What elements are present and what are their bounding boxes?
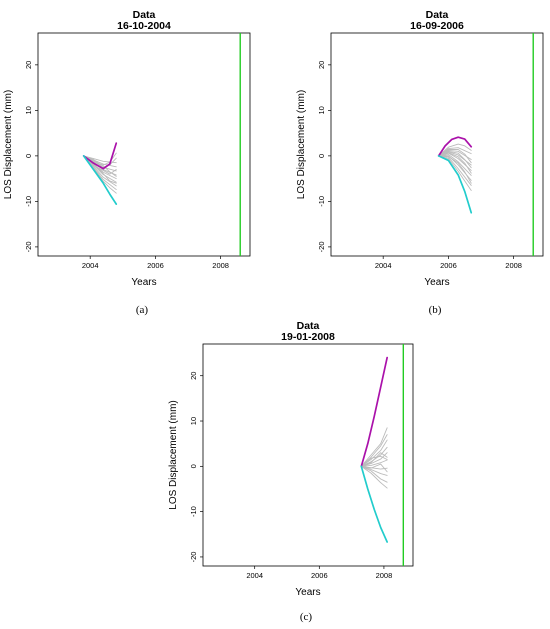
y-tick-label: 20	[24, 61, 33, 69]
sample-series-line	[438, 154, 472, 176]
y-tick-label: 10	[24, 106, 33, 114]
sample-series-line	[438, 155, 472, 186]
x-axis-label: Years	[295, 587, 320, 598]
x-axis-label: Years	[424, 277, 449, 288]
chart-title: Data	[426, 9, 449, 21]
y-axis-label: LOS Displacement (mm)	[168, 400, 179, 509]
chart-title: Data	[133, 9, 156, 21]
plot-frame	[202, 343, 414, 567]
x-tick-label: 2008	[505, 261, 522, 270]
upper-bound-line	[360, 356, 388, 468]
x-tick-label: 2006	[147, 261, 164, 270]
x-tick-label: 2006	[311, 571, 328, 580]
plot-frame	[330, 32, 544, 257]
upper-bound-line	[437, 136, 473, 157]
y-tick-label: -10	[24, 196, 33, 207]
y-tick-label: 20	[189, 372, 198, 380]
chart-subtitle: 16-09-2006	[410, 20, 464, 32]
sample-series-line	[360, 463, 388, 473]
sample-series-line	[438, 155, 472, 184]
upper-bound-line	[82, 142, 118, 170]
sample-series-line	[83, 155, 117, 177]
chart-subtitle: 19-01-2008	[281, 331, 335, 343]
lower-bound-line	[360, 465, 388, 543]
y-axis-label: LOS Displacement (mm)	[296, 90, 307, 199]
y-tick-label: -10	[317, 196, 326, 207]
y-tick-label: 0	[189, 464, 198, 468]
lower-bound-line	[82, 155, 118, 205]
x-axis-label: Years	[131, 277, 156, 288]
y-tick-label: 0	[24, 154, 33, 158]
sample-series-line	[438, 152, 472, 174]
x-tick-label: 2004	[375, 261, 392, 270]
lower-bound-line	[437, 155, 473, 214]
sample-series-line	[438, 150, 472, 169]
panel-caption: (c)	[300, 611, 313, 623]
x-tick-label: 2006	[440, 261, 457, 270]
sample-series-line	[360, 459, 388, 467]
sample-series-line	[360, 465, 388, 483]
y-tick-label: -20	[189, 552, 198, 563]
sample-series-line	[360, 427, 388, 467]
y-tick-label: 0	[317, 154, 326, 158]
x-tick-label: 2008	[376, 571, 393, 580]
sample-series-line	[360, 465, 388, 476]
y-tick-label: -10	[189, 506, 198, 517]
sample-series-line	[360, 465, 388, 489]
sample-series-line	[360, 439, 388, 467]
y-axis-label: LOS Displacement (mm)	[3, 90, 14, 199]
sample-series-line	[360, 452, 388, 467]
chart-subtitle: 16-10-2004	[117, 20, 171, 32]
chart-title: Data	[297, 320, 320, 332]
y-tick-label: 10	[317, 106, 326, 114]
y-tick-label: -20	[24, 241, 33, 252]
sample-series-line	[438, 143, 472, 157]
panel-caption: (a)	[136, 304, 149, 316]
sample-series-line	[438, 149, 472, 164]
panel-caption: (b)	[429, 304, 442, 316]
x-tick-label: 2004	[246, 571, 263, 580]
x-tick-label: 2008	[212, 261, 229, 270]
y-tick-label: -20	[317, 241, 326, 252]
y-tick-label: 20	[317, 61, 326, 69]
sample-series-line	[83, 155, 117, 175]
x-tick-label: 2004	[82, 261, 99, 270]
plot-frame	[37, 32, 251, 257]
y-tick-label: 10	[189, 417, 198, 425]
